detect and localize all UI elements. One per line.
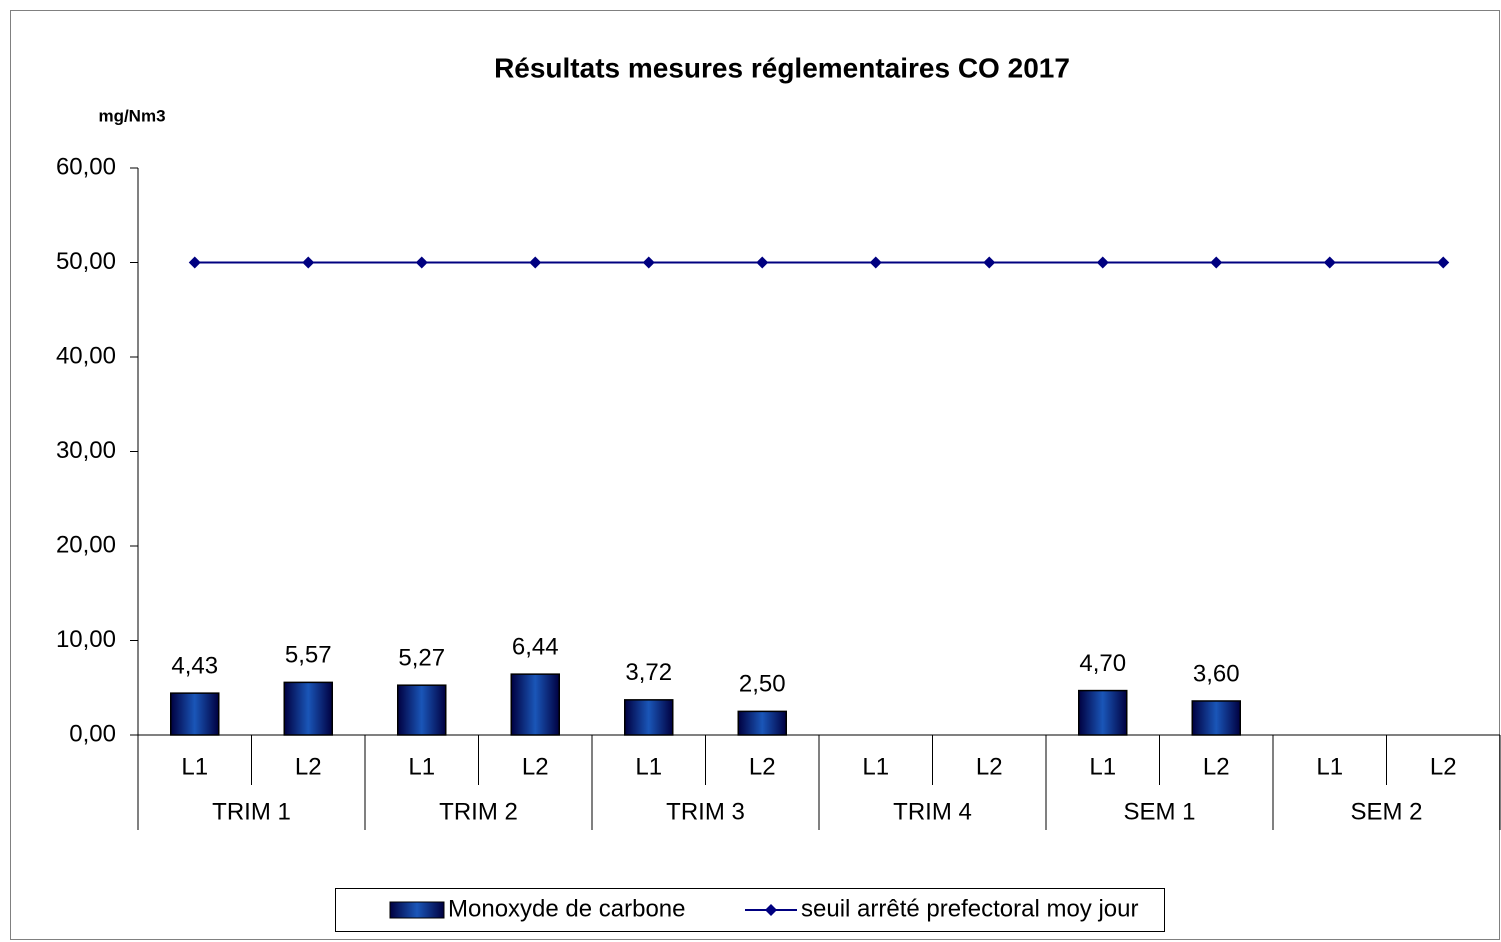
line-marker — [756, 256, 769, 269]
data-label: 2,50 — [739, 671, 786, 698]
line-marker — [983, 256, 996, 269]
line-marker — [1437, 256, 1450, 269]
bar — [510, 673, 560, 736]
group-label: TRIM 3 — [666, 798, 745, 825]
group-label: TRIM 4 — [893, 798, 972, 825]
bar — [624, 699, 674, 736]
y-tick-label: 60,00 — [56, 153, 116, 180]
data-label: 5,57 — [285, 642, 332, 669]
group-label: TRIM 2 — [439, 798, 518, 825]
x-tick-label: L1 — [862, 753, 889, 780]
y-tick-label: 50,00 — [56, 248, 116, 275]
bar — [283, 681, 333, 736]
line-marker — [415, 256, 428, 269]
y-tick-label: 30,00 — [56, 437, 116, 464]
y-tick-label: 10,00 — [56, 626, 116, 653]
line-marker — [642, 256, 655, 269]
data-label: 3,72 — [625, 659, 672, 686]
line-marker — [1096, 256, 1109, 269]
group-label: SEM 1 — [1123, 798, 1195, 825]
line-marker — [529, 256, 542, 269]
data-label: 4,43 — [171, 652, 218, 679]
x-tick-label: L1 — [1089, 753, 1116, 780]
y-tick-label: 40,00 — [56, 342, 116, 369]
bar — [737, 710, 787, 736]
bar — [397, 684, 447, 736]
line-marker — [1210, 256, 1223, 269]
legend-swatch — [389, 901, 445, 919]
x-tick-label: L1 — [408, 753, 435, 780]
chart-title: Résultats mesures réglementaires CO 2017 — [494, 52, 1070, 83]
x-tick-label: L2 — [976, 753, 1003, 780]
chart-border — [10, 10, 1500, 940]
x-tick-label: L1 — [181, 753, 208, 780]
data-label: 4,70 — [1079, 650, 1126, 677]
x-tick-label: L1 — [1316, 753, 1343, 780]
x-tick-label: L2 — [1430, 753, 1457, 780]
line-marker — [302, 256, 315, 269]
legend-label: Monoxyde de carbone — [448, 895, 686, 922]
line-marker — [188, 256, 201, 269]
data-label: 5,27 — [398, 645, 445, 672]
group-label: SEM 2 — [1350, 798, 1422, 825]
data-label: 3,60 — [1193, 660, 1240, 687]
bar — [170, 692, 220, 736]
line-marker — [869, 256, 882, 269]
x-tick-label: L2 — [749, 753, 776, 780]
data-label: 6,44 — [512, 633, 559, 660]
y-axis-title: mg/Nm3 — [98, 106, 165, 125]
legend-box — [335, 888, 1165, 932]
x-tick-label: L2 — [295, 753, 322, 780]
y-tick-label: 20,00 — [56, 531, 116, 558]
legend-marker — [765, 904, 777, 916]
y-tick-label: 0,00 — [69, 720, 116, 747]
bar — [1078, 689, 1128, 736]
x-tick-label: L2 — [522, 753, 549, 780]
legend-label: seuil arrêté prefectoral moy jour — [801, 895, 1138, 922]
bar — [1191, 700, 1241, 736]
x-tick-label: L1 — [635, 753, 662, 780]
group-label: TRIM 1 — [212, 798, 291, 825]
line-marker — [1323, 256, 1336, 269]
x-tick-label: L2 — [1203, 753, 1230, 780]
